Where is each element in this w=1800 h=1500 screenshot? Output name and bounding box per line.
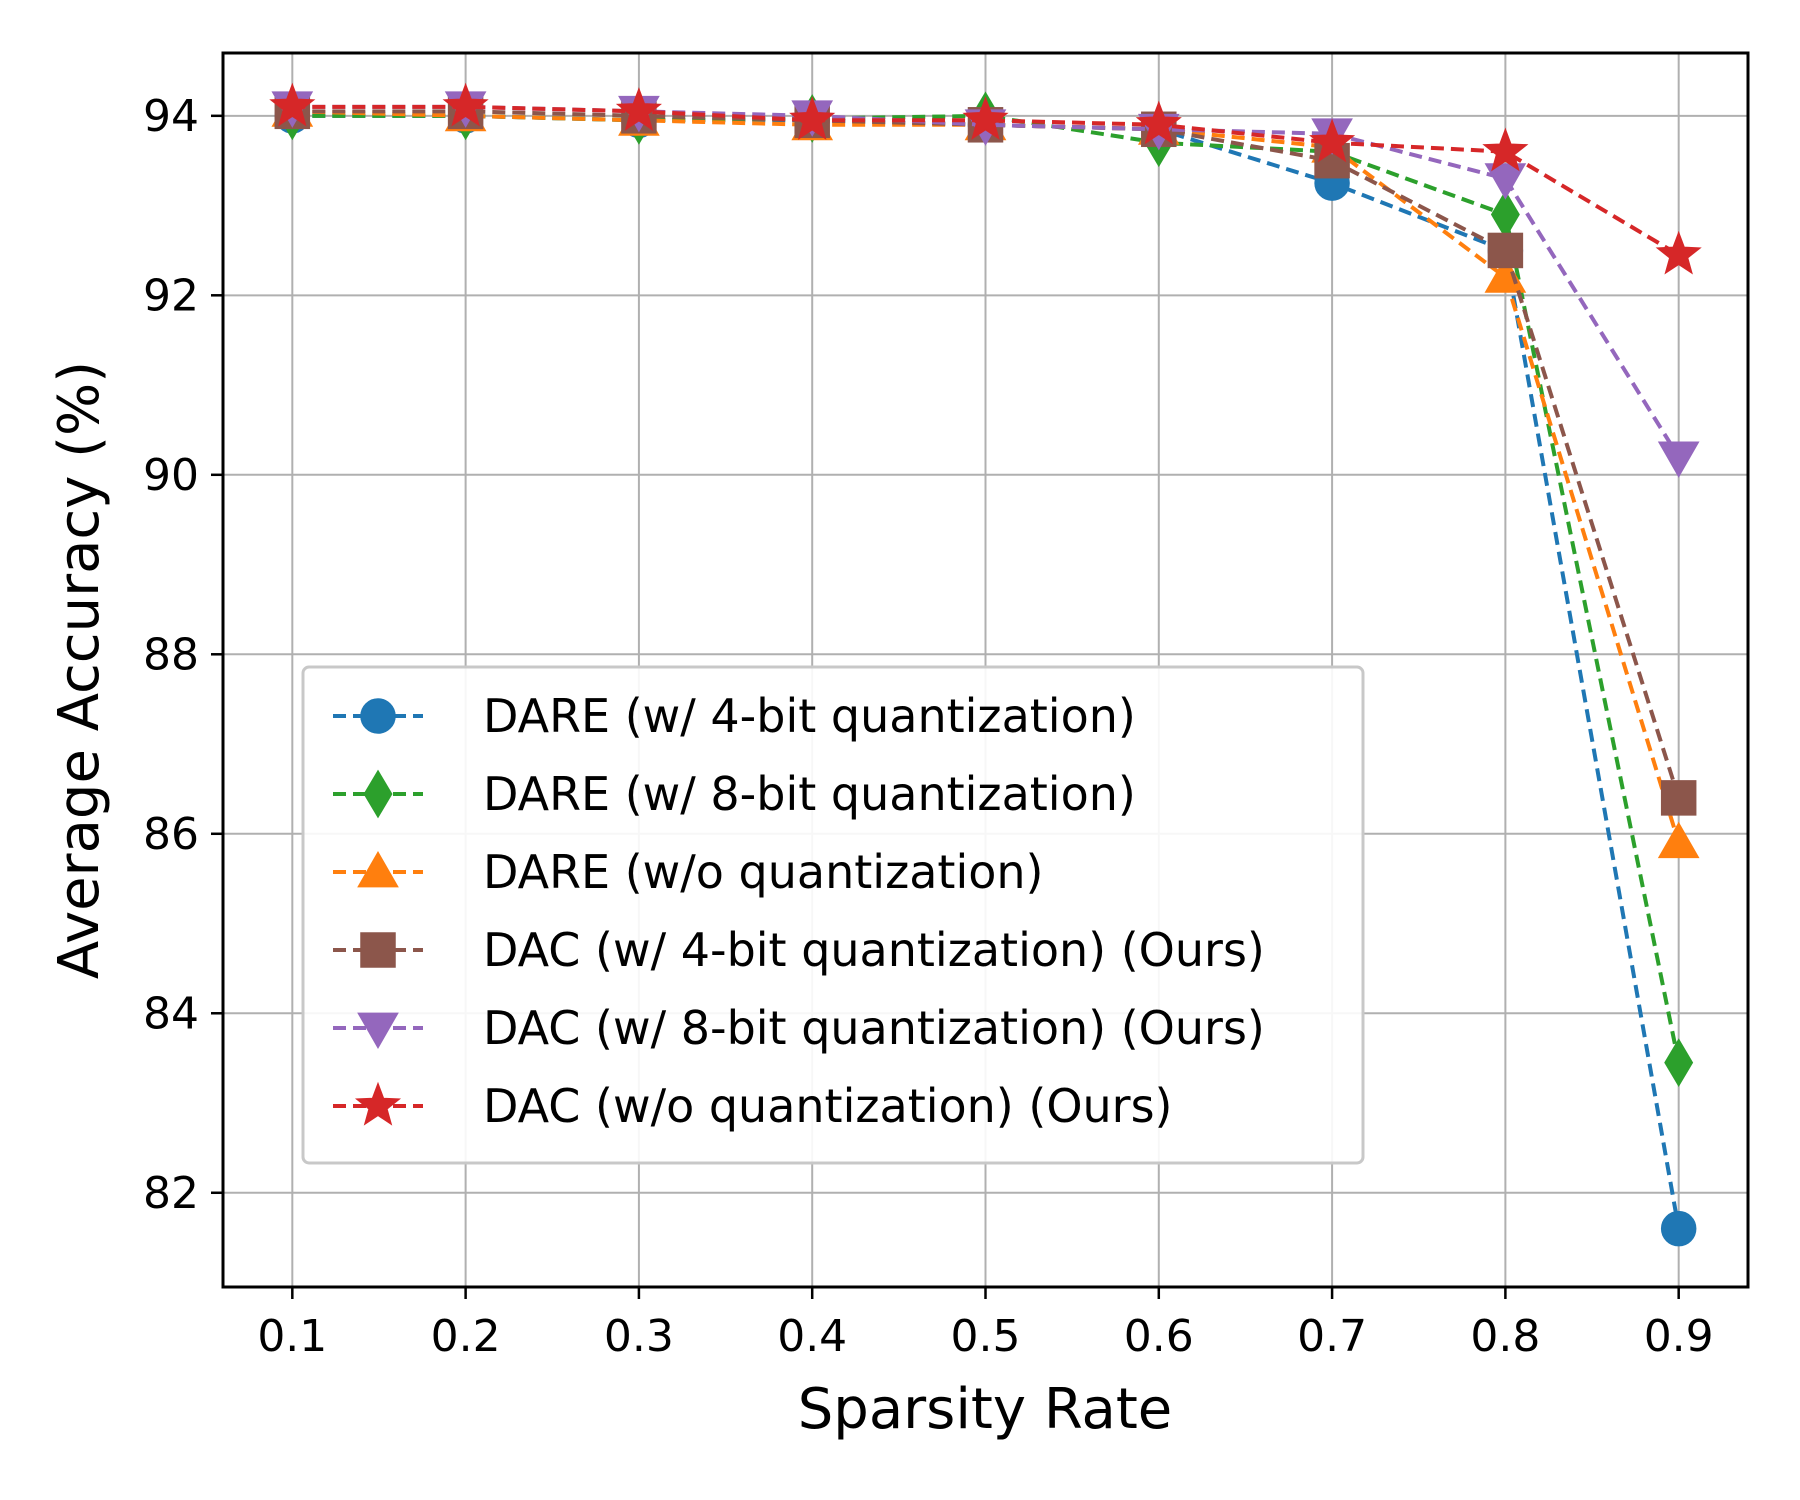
x-tick-label: 0.3 [604,1311,674,1362]
data-point [789,96,836,140]
x-tick-label: 0.9 [1644,1311,1714,1362]
data-point [962,96,1009,140]
y-tick-label: 86 [143,809,199,860]
x-tick-label: 0.5 [951,1311,1021,1362]
legend-marker [357,1012,399,1050]
y-tick-label: 84 [143,988,199,1039]
data-point [1309,118,1356,163]
data-point [1660,1210,1697,1247]
series-line [292,109,1681,799]
legend-box [301,665,1365,1165]
data-point [1482,127,1529,172]
data-point [615,87,662,131]
data-point [1135,100,1182,145]
y-tick-label: 92 [143,270,199,321]
y-axis-label: Average Accuracy (%) [47,361,112,979]
series-layer [269,82,1702,1247]
legend-entry: DAC (w/ 8-bit quantization) (Ours) [333,1001,1265,1055]
x-tick-label: 0.4 [777,1311,847,1362]
legend-label: DAC (w/o quantization) (Ours) [483,1079,1173,1133]
legend-marker [360,932,396,968]
x-tick-label: 0.2 [431,1311,501,1362]
legend-label: DAC (w/ 4-bit quantization) (Ours) [483,923,1265,977]
x-tick-label: 0.1 [257,1311,327,1362]
y-tick-label: 94 [143,91,199,142]
data-point [1660,780,1697,816]
legend-entry: DARE (w/ 8-bit quantization) [333,767,1136,821]
x-tick-label: 0.8 [1470,1311,1540,1362]
data-point [1664,1038,1694,1088]
y-tick-label: 88 [143,629,199,680]
x-tick-label: 0.7 [1297,1311,1367,1362]
legend-marker [354,1081,402,1126]
x-axis-label: Sparsity Rate [798,1377,1172,1442]
y-tick-label: 82 [143,1168,199,1219]
data-point [269,82,316,127]
series-6 [269,82,1702,275]
data-point [1657,441,1700,478]
x-axis: 0.1 0.2 0.3 0.4 0.5 0.6 0.7 0.8 0.9 [257,1287,1714,1362]
series-line [292,109,1681,844]
data-point [1484,163,1527,200]
legend-marker [357,850,399,888]
legend-label: DARE (w/ 4-bit quantization) [483,689,1136,743]
legend-entry: DAC (w/ 4-bit quantization) (Ours) [333,923,1265,977]
legend: DARE (w/ 4-bit quantization) DARE (w/ 8-b… [301,665,1365,1165]
series-line [292,104,1680,257]
legend-entries: DARE (w/ 4-bit quantization) DARE (w/ 8-b… [333,689,1265,1133]
legend-entry: DARE (w/o quantization) [333,845,1043,899]
legend-marker [360,698,396,734]
legend-entry: DAC (w/o quantization) (Ours) [333,1079,1173,1133]
data-point [1657,821,1700,859]
legend-marker [363,769,393,819]
x-tick-label: 0.6 [1124,1311,1194,1362]
legend-label: DARE (w/ 8-bit quantization) [483,767,1136,821]
legend-entry: DARE (w/ 4-bit quantization) [333,689,1136,743]
legend-label: DAC (w/ 8-bit quantization) (Ours) [483,1001,1265,1055]
y-tick-label: 90 [143,450,199,501]
data-point [442,82,489,127]
data-point [1655,230,1702,275]
y-axis: 82 84 86 88 90 92 94 [143,91,223,1219]
legend-label: DARE (w/o quantization) [483,845,1043,899]
data-point [1487,232,1524,269]
data-point [1314,142,1350,179]
